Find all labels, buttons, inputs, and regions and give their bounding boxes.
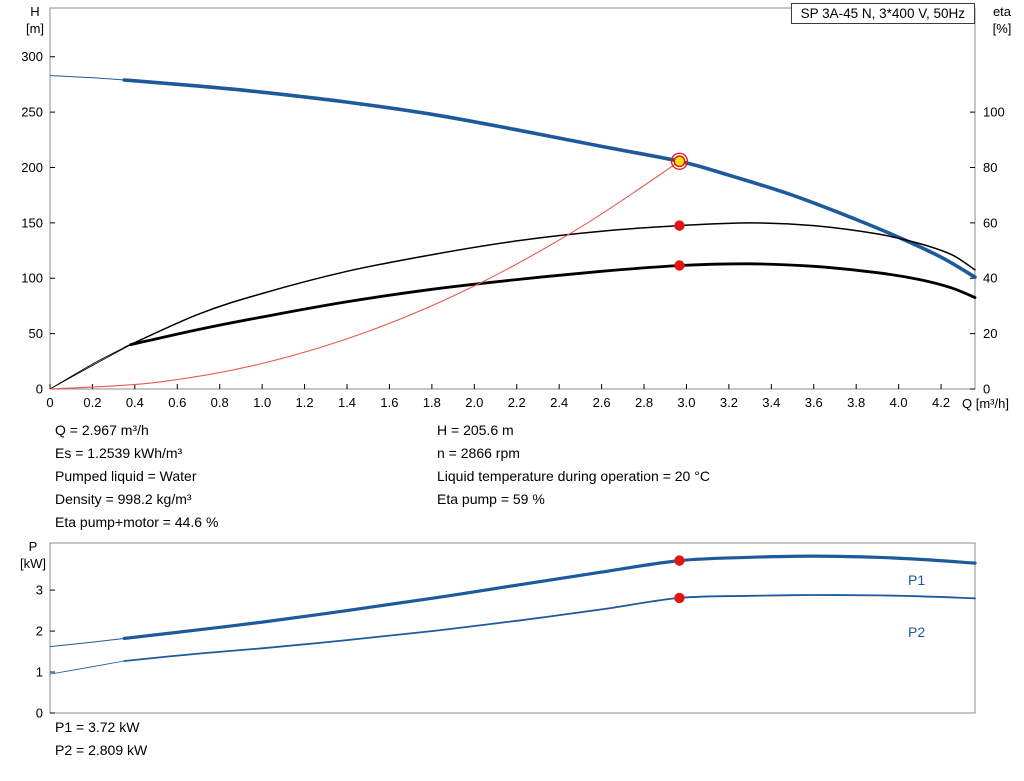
h-chart-frame (49, 7, 976, 390)
svg-text:20: 20 (983, 326, 997, 341)
svg-text:3.6: 3.6 (805, 395, 823, 410)
svg-text:2.2: 2.2 (508, 395, 526, 410)
eta-pump-motor-curve-lead-in (49, 344, 131, 390)
svg-text:1.2: 1.2 (296, 395, 314, 410)
svg-text:3.0: 3.0 (677, 395, 695, 410)
svg-text:0.4: 0.4 (126, 395, 144, 410)
eta-axis-symbol: eta (992, 4, 1012, 19)
info-head: H = 205.6 m (437, 422, 514, 438)
svg-text:4.0: 4.0 (890, 395, 908, 410)
energy-curve (49, 160, 680, 390)
svg-text:1: 1 (36, 665, 43, 680)
svg-text:1.6: 1.6 (380, 395, 398, 410)
info-liquid-temperature: Liquid temperature during operation = 20… (437, 468, 710, 484)
head-curve-main (122, 78, 977, 279)
q-axis-ticks: 0 0.2 0.4 0.6 0.8 1.0 1.2 1.4 1.6 1.8 2.0 2.2 2.4 2.6… (46, 384, 950, 410)
svg-text:2.0: 2.0 (465, 395, 483, 410)
info-pumped-liquid: Pumped liquid = Water (55, 468, 197, 484)
energy-curve-main (49, 160, 680, 390)
duty-dot-marker (674, 220, 685, 231)
h-axis-symbol: H (30, 4, 40, 19)
p1-curve-main (122, 554, 977, 640)
info-flow: Q = 2.967 m³/h (55, 422, 149, 438)
info-eta-pump: Eta pump = 59 % (437, 491, 545, 507)
svg-text:3.4: 3.4 (762, 395, 780, 410)
svg-text:250: 250 (21, 105, 43, 120)
p-axis-label: P [kW] (10, 538, 56, 572)
eta-pump-curve-main (123, 222, 976, 349)
duty-point-ring (670, 152, 689, 170)
svg-text:150: 150 (21, 215, 43, 230)
duty-dot-marker (674, 260, 685, 271)
eta-axis-ticks: 0 20 40 60 80 100 (970, 105, 1005, 397)
svg-text:2.8: 2.8 (635, 395, 653, 410)
duty-point-marker (673, 155, 686, 168)
svg-text:0: 0 (36, 382, 43, 397)
p-axis-ticks: 0 1 2 3 (36, 583, 55, 721)
head-curve (49, 75, 977, 279)
svg-text:100: 100 (983, 105, 1005, 120)
svg-text:0: 0 (983, 382, 990, 397)
h-axis-label: H [m] (14, 3, 56, 37)
svg-text:40: 40 (983, 271, 997, 286)
svg-text:2.6: 2.6 (593, 395, 611, 410)
duty-dot-marker (674, 592, 685, 604)
duty-dot-marker (674, 555, 685, 566)
svg-text:3: 3 (36, 583, 43, 598)
svg-text:0.6: 0.6 (168, 395, 186, 410)
p2-curve (49, 594, 976, 675)
p-axis-symbol: P (28, 539, 38, 554)
info-specific-energy: Es = 1.2539 kWh/m³ (55, 445, 183, 461)
svg-text:4.2: 4.2 (932, 395, 950, 410)
p-axis-unit: [kW] (20, 556, 46, 571)
p2-curve-lead-in (49, 660, 125, 675)
duty-info-left: Q = 2.967 m³/h Es = 1.2539 kWh/m³ Pumped… (55, 419, 218, 534)
eta-axis-unit: [%] (992, 21, 1012, 36)
p2-curve-main (123, 594, 976, 662)
h-axis-ticks: 0 50 100 150 200 250 300 (21, 49, 55, 397)
svg-text:80: 80 (983, 160, 997, 175)
eta-pump-motor-curve-main (129, 262, 977, 347)
svg-text:3.8: 3.8 (847, 395, 865, 410)
svg-text:0: 0 (46, 395, 53, 410)
svg-text:0: 0 (36, 706, 43, 721)
svg-text:0.2: 0.2 (83, 395, 101, 410)
duty-info-right: H = 205.6 m n = 2866 rpm Liquid temperat… (437, 419, 710, 511)
svg-text:60: 60 (983, 215, 997, 230)
eta-pump-curve (49, 222, 976, 390)
p-chart-frame (49, 542, 976, 714)
info-speed: n = 2866 rpm (437, 445, 520, 461)
pump-model-title: SP 3A-45 N, 3*400 V, 50Hz (790, 3, 975, 24)
svg-text:0.8: 0.8 (211, 395, 229, 410)
svg-text:1.0: 1.0 (253, 395, 271, 410)
p1-curve (49, 554, 977, 648)
svg-text:200: 200 (21, 160, 43, 175)
p2-curve-label: P2 (908, 624, 926, 640)
svg-text:2: 2 (36, 624, 43, 639)
eta-axis-label: eta [%] (981, 3, 1023, 37)
eta-pump-motor-curve (49, 262, 977, 390)
info-eta-pump-motor: Eta pump+motor = 44.6 % (55, 514, 219, 530)
footer-p2: P2 = 2.809 kW (55, 742, 148, 758)
svg-text:300: 300 (21, 49, 43, 64)
p1-curve-label: P1 (908, 572, 926, 588)
svg-text:1.8: 1.8 (423, 395, 441, 410)
svg-text:100: 100 (21, 271, 43, 286)
footer-p1: P1 = 3.72 kW (55, 719, 140, 735)
svg-text:2.4: 2.4 (550, 395, 568, 410)
power-footer: P1 = 3.72 kW P2 = 2.809 kW (55, 716, 147, 762)
p1-curve-lead-in (49, 637, 125, 648)
info-density: Density = 998.2 kg/m³ (55, 491, 192, 507)
head-curve-lead-in (49, 75, 125, 81)
q-axis-label: Q [m³/h] (962, 396, 1009, 411)
h-axis-unit: [m] (25, 21, 45, 36)
svg-text:1.4: 1.4 (338, 395, 356, 410)
svg-text:3.2: 3.2 (720, 395, 738, 410)
svg-text:50: 50 (29, 326, 43, 341)
